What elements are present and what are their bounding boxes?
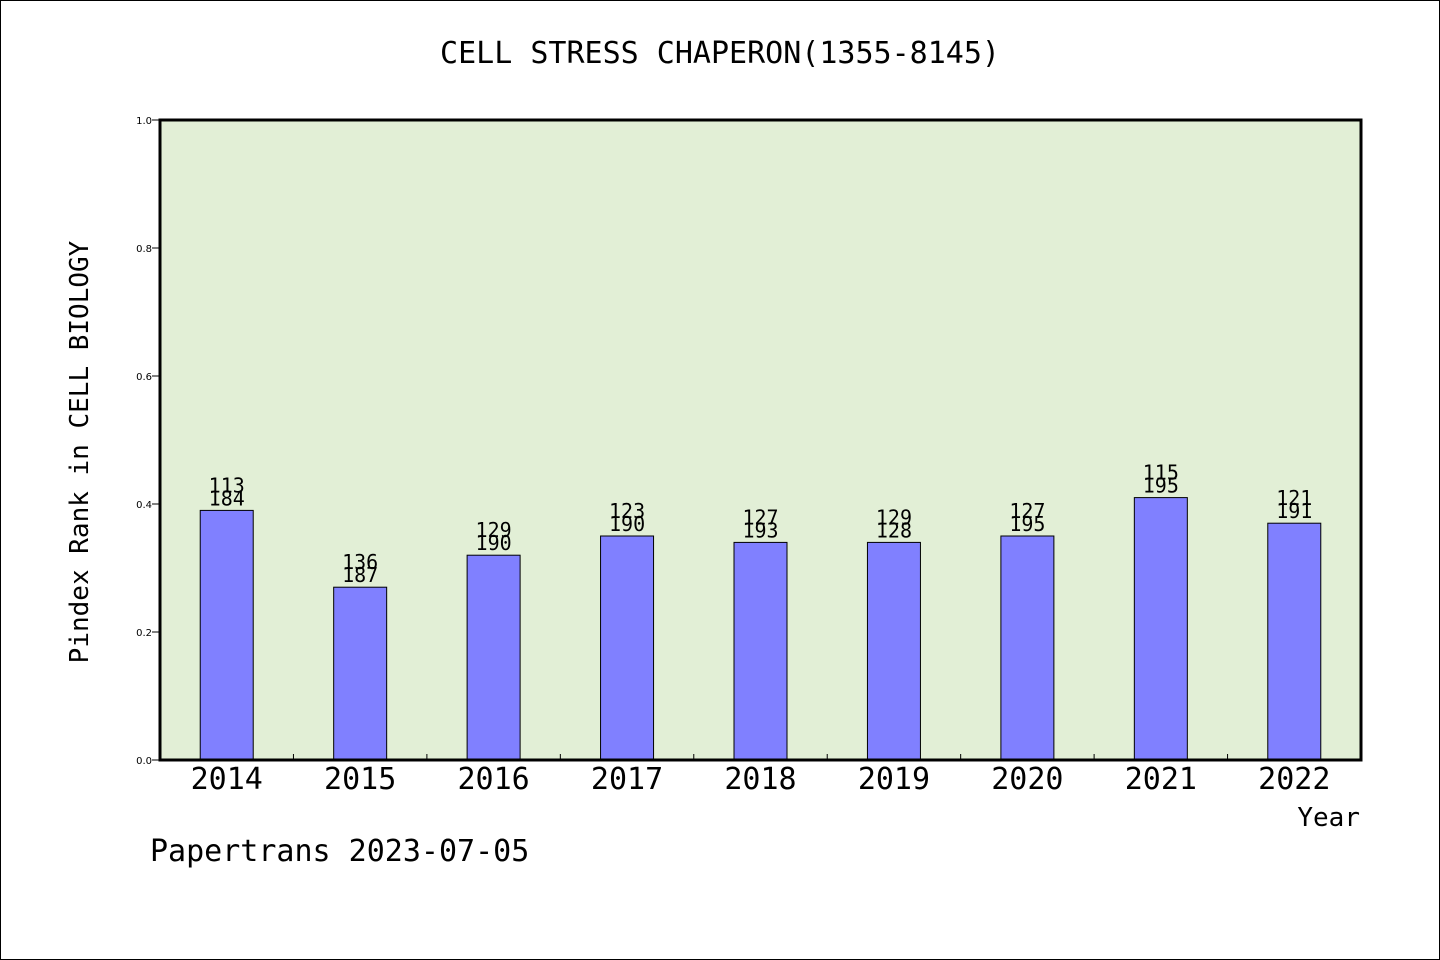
y-tick-label: 0.0 bbox=[136, 756, 152, 767]
x-tick-label-2019: 2019 bbox=[858, 762, 930, 797]
y-tick-label: 0.6 bbox=[136, 372, 152, 383]
bar-2018 bbox=[733, 541, 788, 761]
x-tick-label-2018: 2018 bbox=[724, 762, 796, 797]
total-label-2021: 195 bbox=[1143, 474, 1179, 498]
rank-label-2015: 136 bbox=[342, 550, 378, 574]
y-axis-title: Pindex Rank in CELL BIOLOGY bbox=[65, 240, 95, 663]
x-tick-label-2014: 2014 bbox=[191, 762, 263, 797]
x-tick-label-2017: 2017 bbox=[591, 762, 663, 797]
x-axis-title: Year bbox=[1297, 803, 1360, 833]
rank-label-2022: 121 bbox=[1276, 486, 1312, 510]
bar-2021 bbox=[1133, 497, 1188, 761]
rank-label-2016: 129 bbox=[476, 518, 512, 542]
rank-label-2021: 115 bbox=[1143, 461, 1179, 485]
total-label-2018: 193 bbox=[742, 518, 778, 542]
bar-2022 bbox=[1267, 522, 1322, 761]
chart-title: CELL STRESS CHAPERON(1355-8145) bbox=[440, 36, 1000, 71]
bar-2020 bbox=[1000, 535, 1055, 761]
plot-border bbox=[158, 118, 1363, 762]
y-tick-label: 0.4 bbox=[136, 500, 152, 511]
x-axis: 2014 2015 2016 2017 2018 2019 2020 2021 2022 bbox=[191, 754, 1330, 797]
x-tick-label-2022: 2022 bbox=[1258, 762, 1330, 797]
bar-2019 bbox=[866, 541, 921, 761]
total-label-2016: 190 bbox=[476, 531, 512, 555]
rank-label-2019: 129 bbox=[876, 505, 912, 529]
x-tick-label-2016: 2016 bbox=[457, 762, 529, 797]
y-tick-label: 0.8 bbox=[136, 244, 152, 255]
total-label-2022: 191 bbox=[1276, 499, 1312, 523]
rank-label-2017: 123 bbox=[609, 499, 645, 523]
total-label-2017: 190 bbox=[609, 512, 645, 536]
bar-2015 bbox=[333, 586, 388, 761]
x-tick-label-2021: 2021 bbox=[1125, 762, 1197, 797]
total-label-2020: 195 bbox=[1009, 512, 1045, 536]
rank-label-2018: 127 bbox=[742, 505, 778, 529]
total-label-2015: 187 bbox=[342, 563, 378, 587]
total-label-2019: 128 bbox=[876, 518, 912, 542]
y-tick-label: 1.0 bbox=[136, 116, 152, 127]
y-tick-label: 0.2 bbox=[136, 628, 152, 639]
x-tick-label-2015: 2015 bbox=[324, 762, 396, 797]
bar-2016 bbox=[466, 554, 521, 761]
bar-2014 bbox=[199, 509, 254, 761]
bar-2017 bbox=[600, 535, 655, 761]
y-axis: 0.0 0.2 0.4 0.6 0.8 1.0 bbox=[136, 116, 160, 767]
total-label-2014: 184 bbox=[209, 486, 245, 510]
x-tick-label-2020: 2020 bbox=[991, 762, 1063, 797]
bars-layer bbox=[199, 497, 1322, 761]
rank-label-2020: 127 bbox=[1009, 499, 1045, 523]
footer-text: Papertrans 2023-07-05 bbox=[150, 834, 530, 869]
rank-label-2014: 113 bbox=[209, 473, 245, 497]
